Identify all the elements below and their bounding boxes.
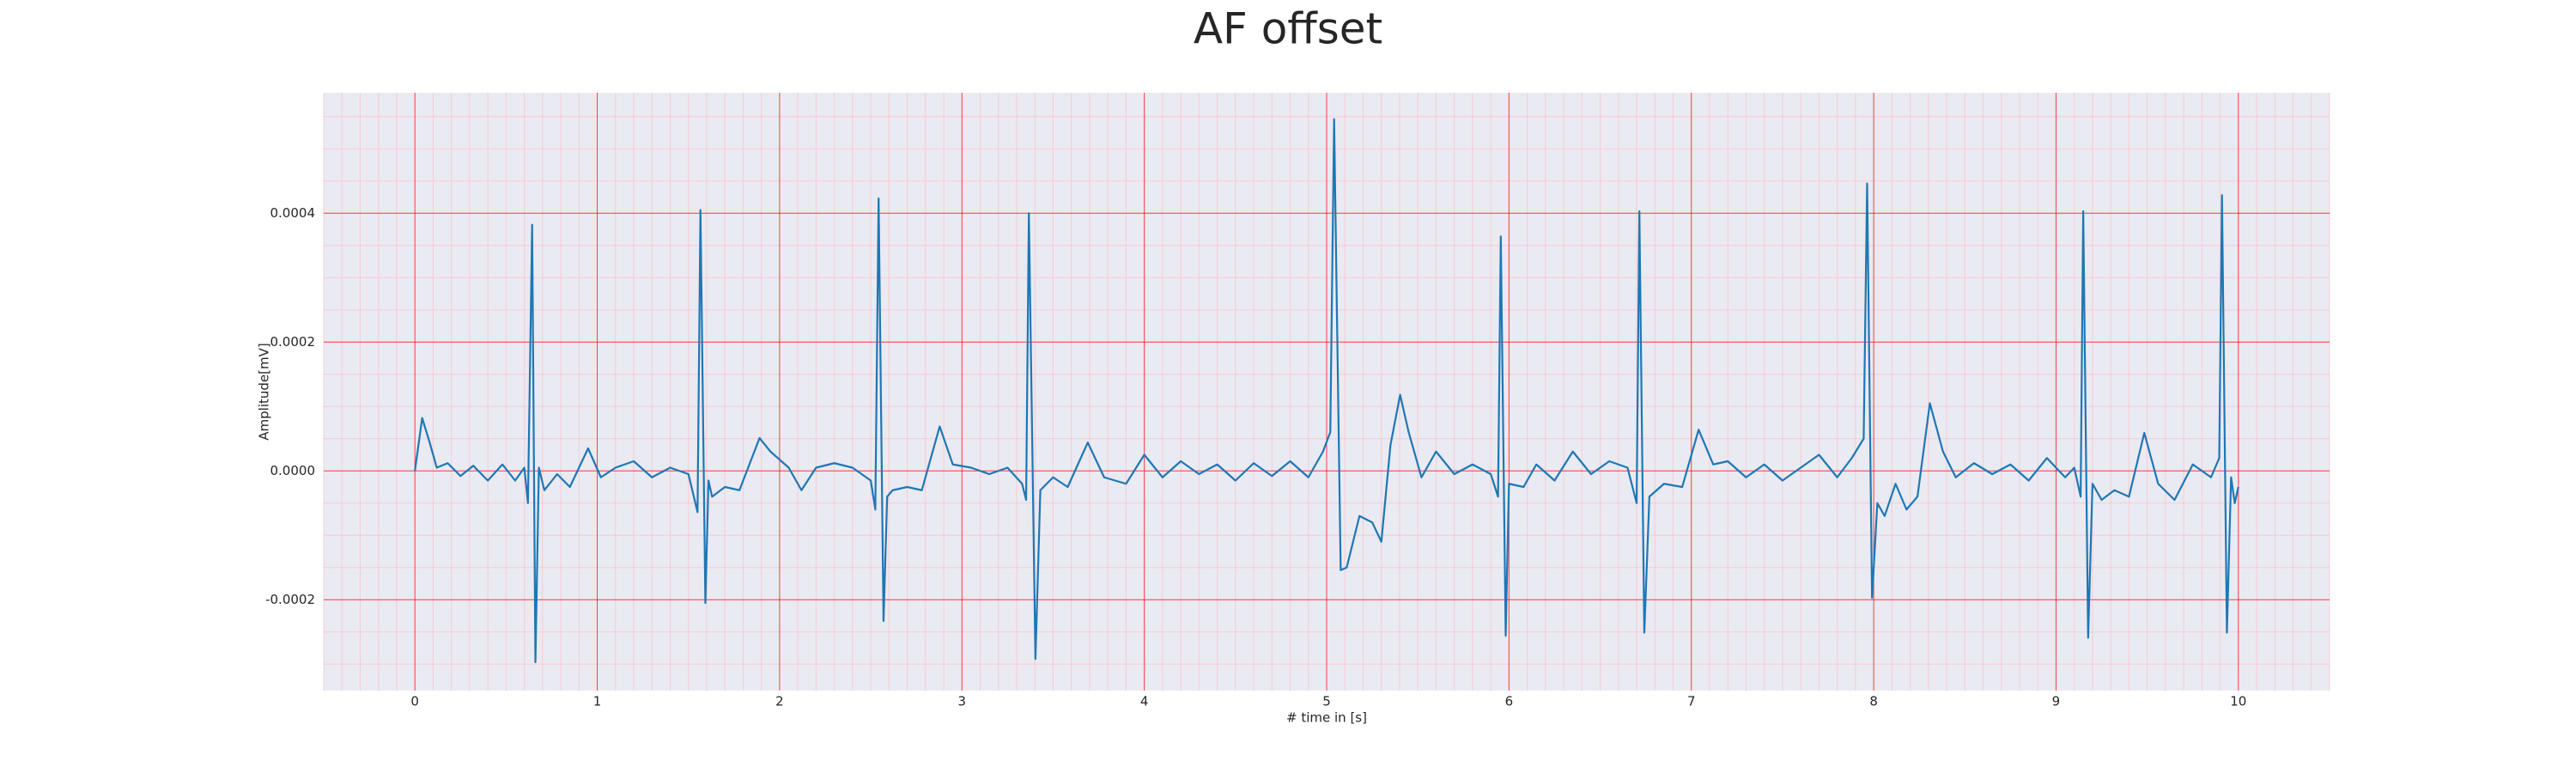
y-axis-label: Amplitude[mV] [257,343,272,440]
y-tick-label: 0.0004 [270,205,316,221]
y-tick-label: 0.0000 [270,463,316,478]
x-axis-label: # time in [s] [1286,710,1367,726]
x-tick-label: 0 [410,694,419,709]
x-tick-label: 3 [957,694,966,709]
x-tick-label: 6 [1505,694,1514,709]
ecg-line [414,118,2239,664]
x-tick-label: 4 [1140,694,1149,709]
x-tick-label: 7 [1687,694,1696,709]
y-tick-label: 0.0002 [270,334,316,350]
y-tick-label: -0.0002 [265,592,315,607]
x-tick-label: 5 [1322,694,1331,709]
x-tick-label: 1 [593,694,602,709]
x-tick-label: 2 [775,694,784,709]
x-tick-label: 10 [2230,694,2246,709]
chart-title: AF offset [1194,4,1382,54]
x-tick-label: 9 [2052,694,2061,709]
x-tick-label: 8 [1869,694,1878,709]
